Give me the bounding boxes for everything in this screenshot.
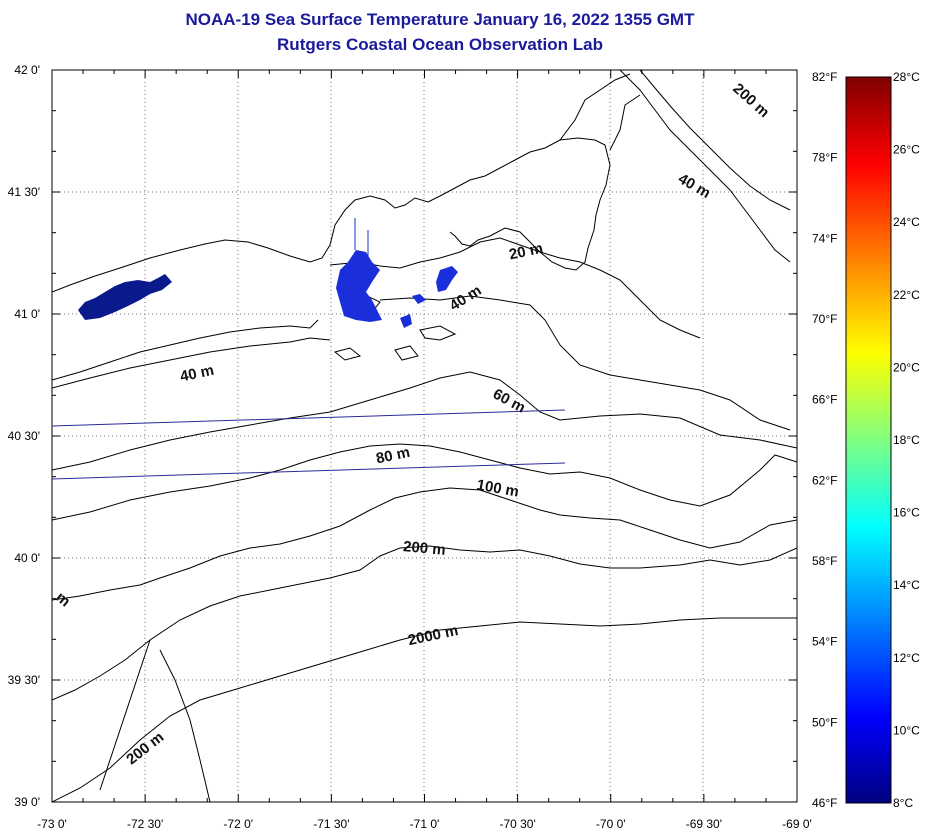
- colorbar-c-label: 20°C: [893, 360, 920, 374]
- latitude-label: 42 0': [14, 63, 40, 77]
- colorbar-f-label: 46°F: [812, 796, 837, 810]
- contour-100m: [52, 487, 797, 601]
- colorbar-f-label: 78°F: [812, 151, 837, 165]
- contour-40m-georges: [619, 70, 791, 263]
- long-island-south-shore: [52, 319, 319, 381]
- longitude-label: -71 30': [313, 817, 349, 831]
- colorbar-c-label: 24°C: [893, 215, 920, 229]
- colorbar-f-label: 70°F: [812, 312, 837, 326]
- sst-patch-long-island-sound: [78, 274, 172, 320]
- colorbar: [845, 76, 892, 804]
- colorbar-c-label: 28°C: [893, 70, 920, 84]
- colorbar-f-label: 66°F: [812, 393, 837, 407]
- colorbar-c-label: 12°C: [893, 651, 920, 665]
- latitude-labels: 42 0' 41 30' 41 0' 40 30' 40 0' 39 30' 39 0': [8, 63, 40, 809]
- contour-200m-canyon: [99, 639, 211, 802]
- contour-40m-shelf: [379, 295, 791, 431]
- longitude-labels: -73 0' -72 30' -72 0' -71 30' -71 0' -70 30' -…: [37, 817, 812, 831]
- latitude-label: 40 30': [8, 429, 40, 443]
- longitude-label: -71 0': [410, 817, 440, 831]
- contour-200m-shelf: [52, 545, 797, 701]
- swath-edge-line: [52, 409, 566, 427]
- colorbar-c-label: 8°C: [893, 796, 913, 810]
- latitude-label: 41 0': [14, 307, 40, 321]
- colorbar-c-label: 10°C: [893, 723, 920, 737]
- longitude-label: -69 30': [686, 817, 722, 831]
- longitude-label: -72 0': [223, 817, 253, 831]
- colorbar-c-label: 18°C: [893, 433, 920, 447]
- colorbar-f-label: 54°F: [812, 635, 837, 649]
- longitude-label: -70 0': [596, 817, 626, 831]
- contour-label: 20 m: [508, 240, 545, 264]
- contour-60m: [52, 371, 797, 471]
- colorbar-f-label: 74°F: [812, 231, 837, 245]
- frame-ticks: [51, 69, 798, 803]
- latitude-label: 40 0': [14, 551, 40, 565]
- longitude-label: -72 30': [127, 817, 163, 831]
- colorbar-f-label: 50°F: [812, 715, 837, 729]
- colorbar-f-label: 82°F: [812, 70, 837, 84]
- contour-200m-georges-edge: [639, 70, 791, 211]
- graticule: [52, 70, 797, 802]
- latitude-label: 39 0': [14, 795, 40, 809]
- longitude-label: -70 30': [499, 817, 535, 831]
- colorbar-f-label: 58°F: [812, 554, 837, 568]
- cape-cod-coast: [559, 73, 641, 151]
- colorbar-c-label: 16°C: [893, 506, 920, 520]
- map-subtitle: Rutgers Coastal Ocean Observation Lab: [277, 35, 603, 54]
- contour-label: 80 m: [375, 444, 412, 468]
- colorbar-c-label: 14°C: [893, 578, 920, 592]
- contour-label: 40 m: [179, 362, 216, 386]
- longitude-label: -69 0': [782, 817, 812, 831]
- latitude-label: 41 30': [8, 185, 40, 199]
- colorbar-f-label: 62°F: [812, 473, 837, 487]
- colorbar-c-label: 26°C: [893, 143, 920, 157]
- sst-patches: [78, 218, 458, 328]
- contour-80m: [52, 443, 797, 521]
- sst-patch-small: [400, 266, 458, 328]
- latitude-label: 39 30': [8, 673, 40, 687]
- islands: [333, 294, 457, 361]
- contour-20m: [329, 237, 701, 339]
- swath-edge-line: [52, 462, 566, 480]
- colorbar-fahrenheit-labels: 82°F 78°F 74°F 70°F 66°F 62°F 58°F 54°F 50°F 46°F: [812, 70, 837, 810]
- longitude-label: -73 0': [37, 817, 67, 831]
- colorbar-celsius-labels: 28°C 26°C 24°C 22°C 20°C 18°C 16°C 14°C 12°C 10°C…: [893, 70, 920, 810]
- sst-patch-narragansett: [336, 250, 382, 322]
- contour-40m-south: [52, 337, 331, 389]
- colorbar-c-label: 22°C: [893, 288, 920, 302]
- map-title: NOAA-19 Sea Surface Temperature January …: [185, 10, 695, 29]
- contour-label: 200 m: [402, 538, 446, 559]
- contour-2000m: [52, 617, 797, 802]
